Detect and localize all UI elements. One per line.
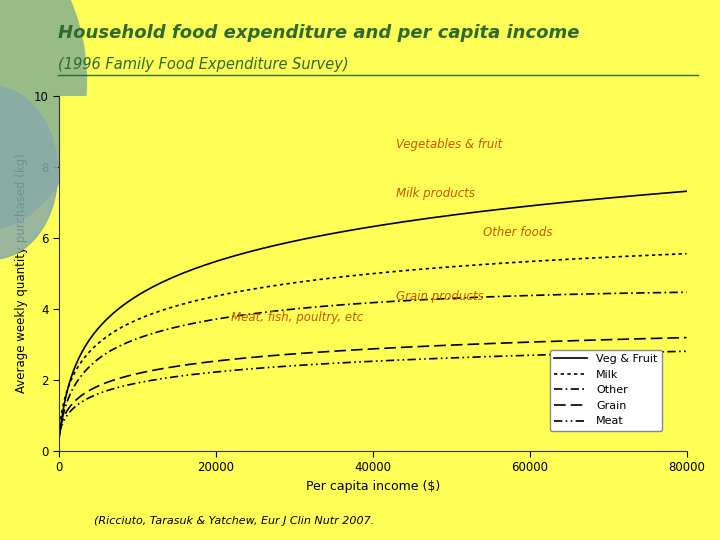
Meat [343, 359, 352, 366]
Milk [87, 346, 96, 353]
Line: Meat: Meat [60, 351, 687, 431]
Meat [55, 428, 64, 435]
Meat [87, 393, 96, 400]
Milk [360, 271, 369, 278]
Milk [549, 257, 557, 264]
Grain [55, 426, 64, 433]
Veg & Fruit [549, 200, 557, 207]
Text: (Ricciuto, Tarasuk & Yatchew, Eur J Clin Nutr 2007.: (Ricciuto, Tarasuk & Yatchew, Eur J Clin… [94, 516, 374, 526]
Veg & Fruit [55, 433, 64, 439]
Text: Milk products: Milk products [396, 187, 475, 200]
Veg & Fruit [87, 334, 96, 340]
Meat [360, 359, 369, 365]
Veg & Fruit [664, 190, 672, 196]
Text: Grain products: Grain products [396, 291, 484, 303]
Grain [87, 386, 96, 393]
Text: Household food expenditure and per capita income: Household food expenditure and per capit… [58, 24, 579, 42]
Legend: Veg & Fruit, Milk, Other, Grain, Meat: Veg & Fruit, Milk, Other, Grain, Meat [549, 350, 662, 431]
Meat [664, 348, 672, 355]
Line: Grain: Grain [60, 338, 687, 429]
Text: (1996 Family Food Expenditure Survey): (1996 Family Food Expenditure Survey) [58, 57, 348, 72]
Text: Vegetables & fruit: Vegetables & fruit [396, 138, 503, 151]
Milk [664, 251, 672, 258]
Other [664, 289, 672, 296]
Y-axis label: Average weekly quantity purchased (kg): Average weekly quantity purchased (kg) [15, 153, 28, 393]
Other [55, 430, 64, 437]
Veg & Fruit [664, 190, 672, 196]
Other [683, 289, 691, 295]
Veg & Fruit [360, 225, 369, 231]
Grain [360, 346, 369, 353]
Veg & Fruit [343, 227, 352, 234]
X-axis label: Per capita income ($): Per capita income ($) [305, 480, 440, 492]
Other [664, 289, 672, 296]
Line: Other: Other [60, 292, 687, 434]
Other [360, 300, 369, 306]
Milk [55, 423, 64, 429]
Milk [343, 273, 352, 279]
Meat [683, 348, 691, 354]
Veg & Fruit [683, 188, 691, 194]
Grain [664, 335, 672, 341]
Milk [664, 251, 672, 258]
Text: Other foods: Other foods [482, 226, 552, 239]
Text: Meat, fish, poultry, etc: Meat, fish, poultry, etc [231, 310, 364, 323]
Line: Veg & Fruit: Veg & Fruit [60, 191, 687, 436]
Grain [343, 347, 352, 354]
Grain [664, 335, 672, 341]
Meat [549, 352, 557, 358]
Line: Milk: Milk [60, 254, 687, 426]
Other [549, 292, 557, 298]
Other [87, 361, 96, 368]
Other [343, 301, 352, 308]
Milk [683, 251, 691, 257]
Meat [664, 348, 672, 355]
Grain [549, 338, 557, 345]
Grain [683, 334, 691, 341]
